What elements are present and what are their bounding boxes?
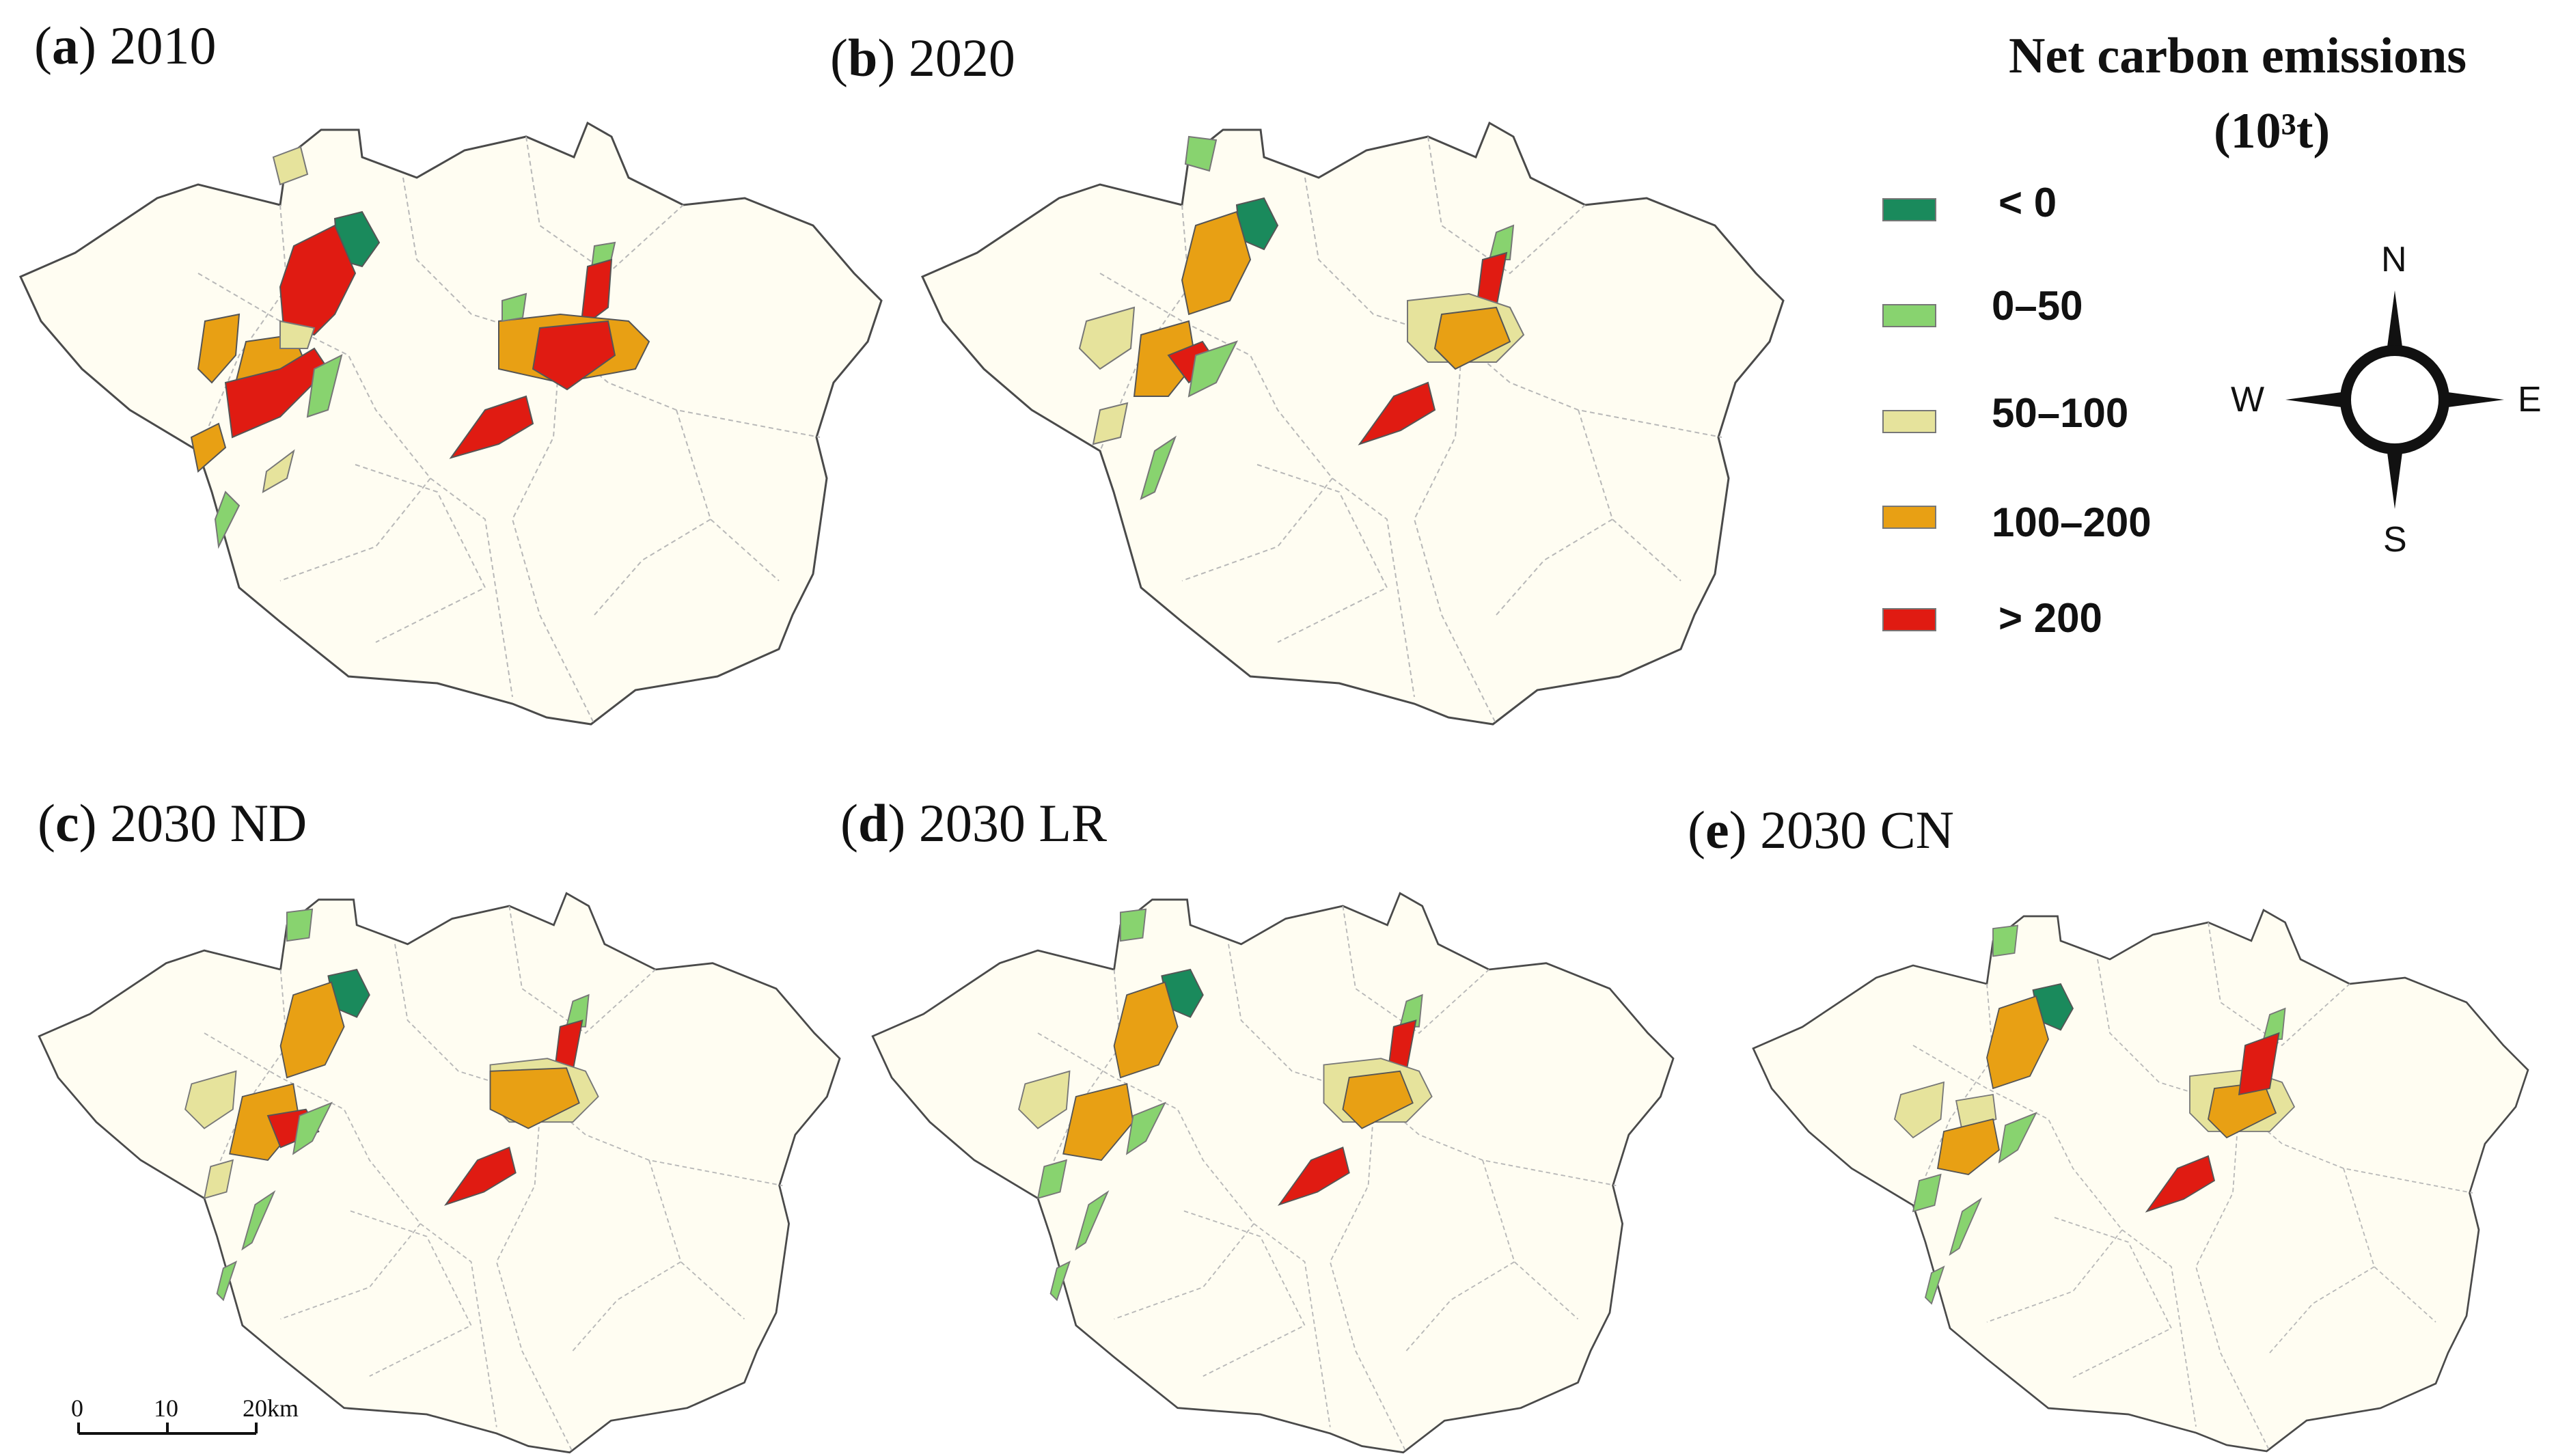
panel-title-a: (a) 2010 xyxy=(34,16,217,75)
zone-red-east-center xyxy=(532,320,616,391)
legend-swatch-0-50 xyxy=(1882,304,1936,327)
zone-red-east-north xyxy=(579,258,613,330)
zone-orange-west xyxy=(197,313,241,384)
zone-green-strip xyxy=(1187,340,1238,398)
zone-green-south xyxy=(1140,435,1177,500)
scale-bar xyxy=(77,1423,258,1435)
zone-red-east-south xyxy=(1277,1146,1350,1206)
panel-title-d: (d) 2030 LR xyxy=(840,793,1108,853)
legend-label-gt200: > 200 xyxy=(1998,595,2102,641)
zone-orange-east xyxy=(1342,1070,1414,1129)
scale-tick-20km: 20km xyxy=(243,1395,299,1422)
compass-west-label: W xyxy=(2231,380,2265,420)
scale-tick-0: 0 xyxy=(71,1395,83,1422)
zone-green-south2 xyxy=(1049,1260,1071,1302)
zone-green-east-top xyxy=(1488,224,1515,260)
zone-green-north xyxy=(286,908,314,942)
zone-red-east-south xyxy=(443,1146,517,1206)
zone-green-east-top xyxy=(1399,993,1423,1028)
zone-red-east-south xyxy=(449,395,534,459)
zone-green-strip xyxy=(1125,1101,1166,1155)
zone-yellow-north xyxy=(272,146,309,186)
zone-red-east-north xyxy=(2238,1032,2280,1096)
zone-orange-north xyxy=(1181,210,1252,316)
map-panel-a xyxy=(19,122,883,726)
legend-title: Net carbon emissions xyxy=(2009,28,2467,84)
legend-swatch-50-100 xyxy=(1882,410,1936,433)
panel-title-c: (c) 2030 ND xyxy=(38,793,307,853)
compass-south-label: S xyxy=(2383,520,2407,560)
zone-green-south2 xyxy=(1925,1265,1945,1305)
zone-orange-north xyxy=(279,981,345,1079)
legend-label-lt0: < 0 xyxy=(1998,180,2057,225)
legend-swatch-100-200 xyxy=(1882,506,1936,529)
zone-orange-east xyxy=(1433,306,1511,370)
zone-green-southwest xyxy=(1912,1173,1942,1213)
zone-green-east-top xyxy=(2262,1007,2286,1040)
zone-green-east-top xyxy=(565,993,590,1028)
zone-green-strip xyxy=(292,1101,333,1155)
zone-green-north xyxy=(1119,908,1147,942)
zone-orange-east xyxy=(489,1067,580,1129)
zone-orange-mid xyxy=(1936,1118,2000,1175)
legend-label-100-200: 100–200 xyxy=(1992,499,2152,545)
zone-yellow-mid xyxy=(279,320,316,349)
zone-green-south xyxy=(214,491,241,549)
zone-green-north xyxy=(1992,924,2019,957)
legend-label-0-50: 0–50 xyxy=(1992,283,2083,329)
zone-yellow-southwest xyxy=(1092,402,1129,445)
zone-yellow-strip xyxy=(262,449,295,493)
zone-yellow-west xyxy=(184,1070,237,1129)
zone-green-north xyxy=(1184,135,1218,172)
panel-title-e: (e) 2030 CN xyxy=(1688,800,1954,860)
zone-green-strip xyxy=(1998,1112,2037,1164)
zone-yellow-west xyxy=(1018,1070,1071,1129)
zone-orange-north xyxy=(1986,995,2049,1090)
zone-green-strip xyxy=(306,354,343,418)
zone-green-southwest xyxy=(1036,1159,1068,1200)
zone-yellow-southwest xyxy=(203,1159,234,1200)
legend-swatch-lt0 xyxy=(1882,198,1936,221)
zone-green-south xyxy=(1949,1197,1983,1256)
zone-green-south xyxy=(1075,1190,1110,1251)
zone-orange-mid xyxy=(1062,1083,1134,1162)
zone-orange-mid xyxy=(1133,320,1197,397)
zone-orange-southwest xyxy=(190,422,227,473)
zone-red-north xyxy=(279,224,357,336)
legend-label-50-100: 50–100 xyxy=(1992,390,2129,436)
zone-red-east-south xyxy=(2145,1155,2216,1213)
compass-icon xyxy=(2285,290,2504,509)
zone-green-east-small xyxy=(502,292,527,322)
panel-title-b: (b) 2020 xyxy=(830,28,1015,87)
map-panel-e xyxy=(1752,909,2529,1453)
scale-tick-10: 10 xyxy=(154,1395,178,1422)
compass-east-label: E xyxy=(2518,380,2542,420)
zone-green-south xyxy=(241,1190,276,1251)
legend-swatch-gt200 xyxy=(1882,608,1936,631)
map-panel-c xyxy=(38,892,841,1454)
zone-orange-north xyxy=(1113,981,1179,1079)
zone-green-south2 xyxy=(216,1260,238,1302)
map-panel-b xyxy=(921,122,1785,726)
zone-red-east-south xyxy=(1358,381,1436,445)
zone-yellow-west xyxy=(1894,1081,1945,1139)
map-panel-d xyxy=(871,892,1675,1454)
zone-yellow-west xyxy=(1078,306,1136,370)
compass-north-label: N xyxy=(2381,240,2407,279)
legend-units: (10³t) xyxy=(2214,103,2331,159)
